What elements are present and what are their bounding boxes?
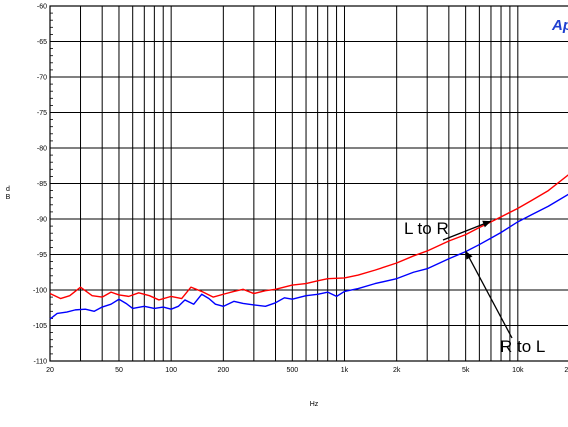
x-tick-label: 200 xyxy=(217,367,229,374)
grid xyxy=(49,5,568,362)
y-tick-label: -60 xyxy=(37,4,47,11)
x-tick-label: 10k xyxy=(512,367,524,374)
y-tick-label: -110 xyxy=(34,359,48,366)
annotation-arrow xyxy=(465,250,513,339)
y-tick-label: -100 xyxy=(33,288,47,295)
annotation-label: L to R xyxy=(404,219,449,238)
y-tick-label: -80 xyxy=(37,146,47,153)
x-axis-title: Hz xyxy=(310,401,319,408)
y-tick-label: -70 xyxy=(37,75,47,82)
series-line-r-to-l xyxy=(49,193,568,320)
x-tick-label: 2k xyxy=(393,367,401,374)
y-tick-label: -85 xyxy=(37,181,47,188)
plot-frame xyxy=(49,5,568,362)
x-tick-label: 100 xyxy=(165,367,177,374)
y-tick-label: -75 xyxy=(37,110,47,117)
x-tick-label: 1k xyxy=(341,367,349,374)
annotations: L to R R to L xyxy=(404,219,545,356)
y-tick-label: -90 xyxy=(37,217,47,224)
annotation-arrowhead xyxy=(465,250,473,260)
series-lines xyxy=(49,174,568,320)
y-tick-label: -95 xyxy=(37,252,47,259)
x-tick-label: 50 xyxy=(115,367,123,374)
y-tick-label: -65 xyxy=(37,39,47,46)
x-tick-label: 20 xyxy=(46,367,54,374)
x-tick-label: 500 xyxy=(286,367,298,374)
y-tick-label: -105 xyxy=(33,323,47,330)
series-line-l-to-r xyxy=(49,174,568,301)
annotation-label: R to L xyxy=(500,337,545,356)
annotation-arrowhead xyxy=(482,220,491,228)
x-tick-label: 20k xyxy=(564,367,568,374)
x-tick-label: 5k xyxy=(462,367,470,374)
logo: Ap xyxy=(551,17,568,34)
annotation-arrow xyxy=(442,220,492,241)
